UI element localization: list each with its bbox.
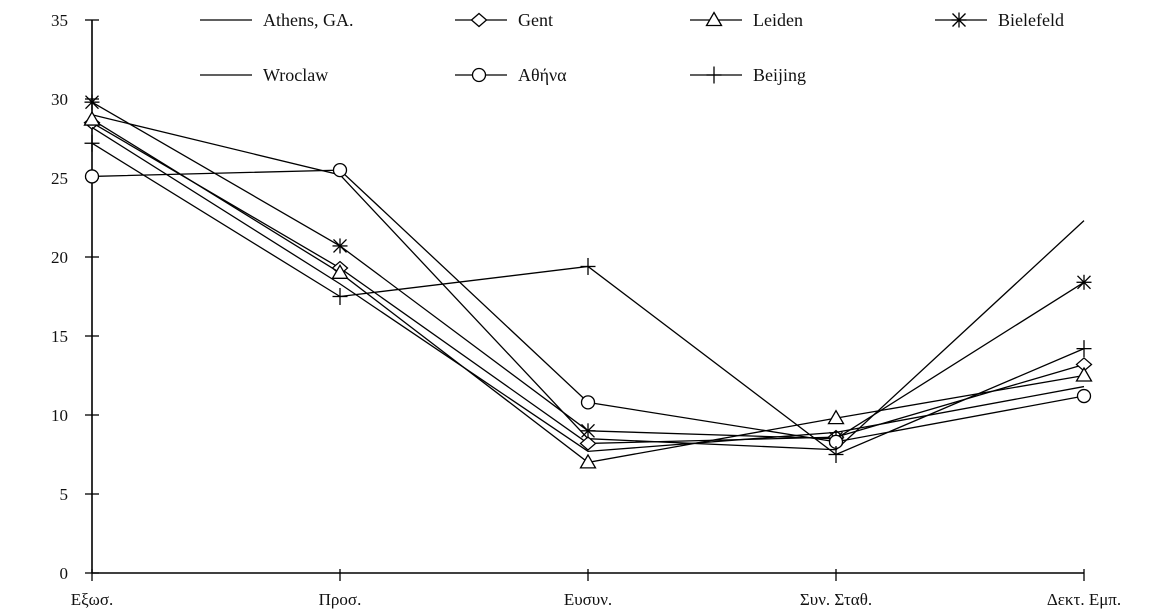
legend-marker-circle-icon [471, 67, 487, 83]
x-tick-label: Εξωσ. [71, 590, 114, 609]
legend-item-gent: Gent [455, 10, 553, 30]
legend-label: Bielefeld [998, 10, 1064, 30]
legend-label: Leiden [753, 10, 803, 30]
data-point-beijing [1076, 340, 1092, 358]
data-point-leiden [331, 263, 349, 279]
data-point-bielefeld [1076, 274, 1092, 290]
y-tick-label: 10 [51, 406, 68, 425]
y-tick-label: 5 [60, 485, 69, 504]
legend-marker-diamond-icon [470, 12, 488, 28]
data-point-leiden [1075, 366, 1093, 382]
legend-item-leiden: Leiden [690, 10, 803, 30]
y-tick-label: 35 [51, 11, 68, 30]
data-point-leiden [827, 409, 845, 425]
data-point-beijing [84, 134, 100, 152]
x-tick-label: Δεκτ. Εμπ. [1047, 590, 1121, 609]
series-layer [83, 94, 1093, 469]
y-tick-label: 30 [51, 90, 68, 109]
data-point-beijing [580, 257, 596, 275]
legend-label: Athens, GA. [263, 10, 354, 30]
legend-label: Gent [518, 10, 553, 30]
legend-item-athens-ga: Athens, GA. [200, 10, 354, 30]
data-point-beijing [828, 446, 844, 463]
data-point-bielefeld [84, 94, 100, 110]
data-point-beijing [332, 288, 348, 305]
legend-item-bielefeld: Bielefeld [935, 10, 1064, 30]
x-tick-label: Ευσυν. [564, 590, 612, 609]
data-point-αθήνα [84, 169, 100, 184]
data-point-bielefeld [580, 423, 596, 439]
data-point-gent [579, 436, 597, 451]
legend-label: Αθήνα [518, 65, 567, 85]
y-tick-label: 0 [60, 564, 69, 583]
series-αθήνα [84, 162, 1092, 450]
x-tick-label: Συν. Σταθ. [800, 590, 872, 609]
series-beijing [84, 134, 1092, 463]
data-point-αθήνα [580, 395, 596, 410]
series-line-wroclaw [91, 126, 1085, 453]
y-tick-label: 20 [51, 248, 68, 267]
legend-item-αθήνα: Αθήνα [455, 65, 567, 85]
chart-legend: Athens, GA. Gent Leiden Bielefeld Wroclaw Αθή… [200, 10, 1064, 85]
series-line-leiden [91, 118, 1085, 464]
y-tick-label: 25 [51, 169, 68, 188]
data-point-leiden [83, 110, 101, 126]
chart-axes: 0 5 10 15 20 25 30 35 Εξωσ. Προσ. Ευσυν. Συν. Σταθ.… [51, 11, 1121, 609]
y-tick-label: 15 [51, 327, 68, 346]
legend-label: Wroclaw [263, 65, 328, 85]
data-point-αθήνα [1076, 388, 1092, 404]
legend-label: Beijing [753, 65, 806, 85]
legend-marker-triangle-icon [705, 11, 723, 27]
legend-item-beijing: Beijing [690, 65, 806, 85]
legend-marker-asterisk-icon [951, 12, 967, 28]
legend-marker-plus-icon [706, 66, 722, 84]
series-wroclaw [91, 126, 1085, 453]
series-bielefeld [84, 94, 1092, 447]
x-tick-label: Προσ. [319, 590, 362, 609]
data-point-bielefeld [332, 238, 348, 254]
data-point-αθήνα [332, 162, 348, 178]
legend-item-wroclaw: Wroclaw [200, 65, 328, 85]
data-point-leiden [579, 453, 597, 469]
series-leiden [83, 110, 1093, 469]
